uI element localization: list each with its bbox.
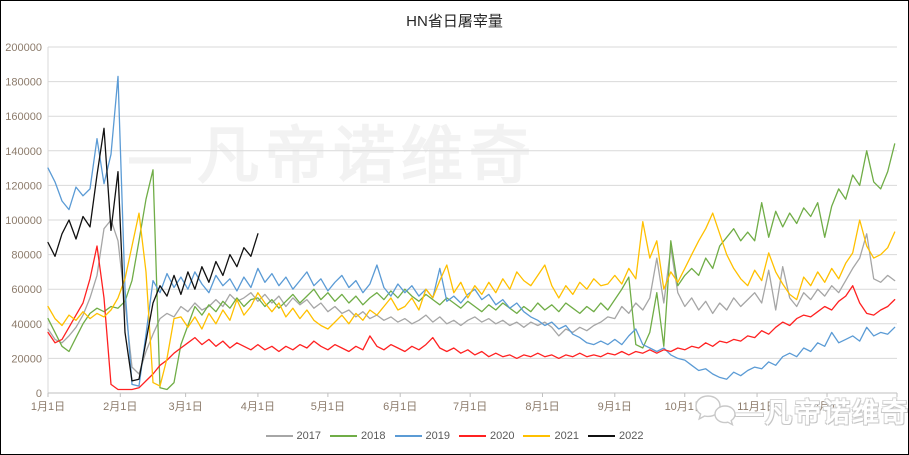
legend-swatch-2017 (265, 435, 293, 437)
y-axis-label: 40000 (11, 319, 42, 331)
chart-title: HN省日屠宰量 (406, 13, 503, 30)
corner-watermark: —凡帝诺维奇 (694, 391, 909, 430)
y-axis-label: 20000 (11, 353, 42, 365)
y-axis-label: 180000 (5, 77, 42, 89)
legend-swatch-2019 (394, 435, 422, 437)
x-axis-label: 3月1日 (168, 401, 202, 413)
series-line-2017 (47, 219, 896, 375)
x-axis-label: 6月1日 (383, 401, 417, 413)
legend-item-2019: 2019 (394, 430, 450, 442)
x-axis-label: 8月1日 (525, 401, 559, 413)
legend-label-2022: 2022 (618, 430, 644, 442)
legend-item-2021: 2021 (523, 430, 579, 442)
legend-label-2018: 2018 (361, 430, 386, 442)
legend-item-2017: 2017 (265, 430, 322, 442)
legend-item-2022: 2022 (587, 430, 644, 442)
series-line-2020 (47, 245, 896, 391)
x-axis-label: 10月1日 (665, 401, 705, 413)
series-line-2022 (47, 127, 259, 382)
center-watermark: —凡帝诺维奇 (129, 122, 538, 191)
y-axis-label: 0 (36, 388, 42, 400)
legend-item-2020: 2020 (459, 430, 514, 442)
legend-swatch-2018 (330, 435, 358, 437)
legend-label-2020: 2020 (490, 430, 515, 442)
x-axis-label: 4月1日 (241, 401, 275, 413)
series-line-2021 (47, 212, 896, 387)
series-line-2018 (47, 143, 896, 391)
legend-swatch-2021 (523, 435, 551, 437)
y-axis-label: 120000 (5, 180, 42, 192)
legend-label-2021: 2021 (554, 430, 579, 442)
y-axis-label: 60000 (11, 284, 42, 296)
y-axis-label: 140000 (5, 146, 42, 158)
x-axis-label: 7月1日 (453, 401, 487, 413)
chat-bubbles-icon (695, 394, 736, 426)
x-axis-label: 11月1日 (737, 401, 777, 413)
corner-watermark-text: —凡帝诺维奇 (736, 398, 909, 428)
y-axis-label: 100000 (5, 215, 42, 227)
legend-swatch-2022 (587, 435, 615, 437)
legend-label-2017: 2017 (296, 430, 322, 442)
x-axis-label: 1月1日 (31, 401, 65, 413)
x-axis-label: 9月1日 (598, 401, 632, 413)
y-axis-label: 80000 (11, 250, 42, 262)
y-axis-label: 200000 (5, 42, 42, 54)
x-axis-label: 2月1日 (103, 401, 137, 413)
chart-legend: 2017 2018 2019 2020 2021 2022 (1, 430, 908, 442)
x-axis-label: 12月1日 (807, 401, 847, 413)
legend-swatch-2020 (459, 435, 486, 437)
legend-item-2018: 2018 (330, 430, 386, 442)
legend-label-2019: 2019 (425, 430, 450, 442)
y-axis-label: 160000 (5, 111, 42, 123)
x-axis-label: 5月1日 (311, 401, 345, 413)
